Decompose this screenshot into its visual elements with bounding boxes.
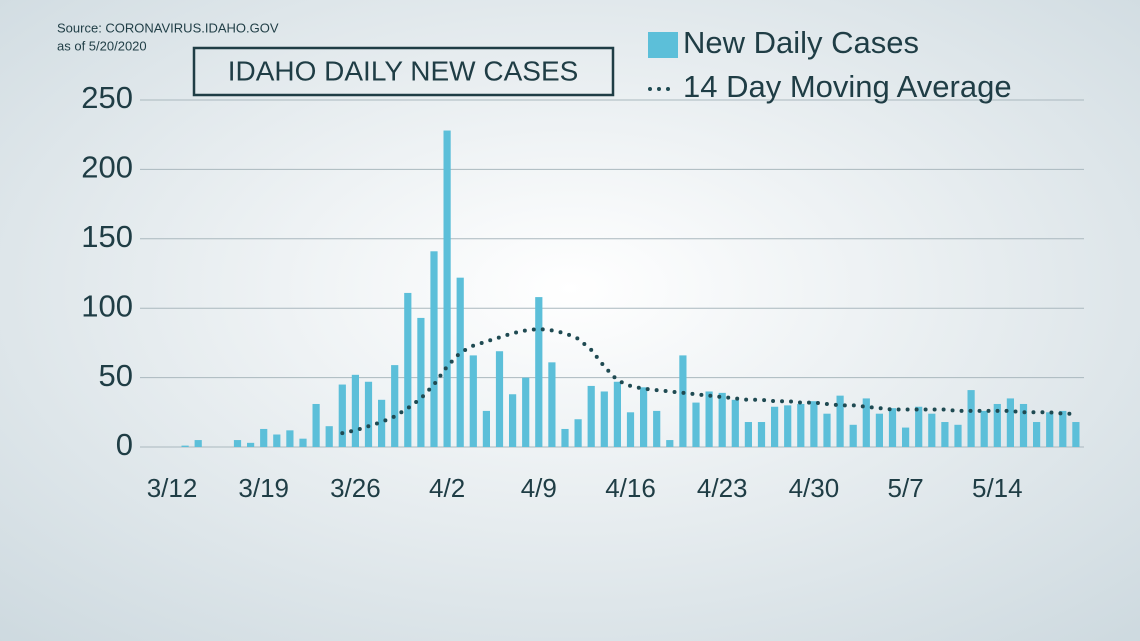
bar [771,406,779,447]
bar [679,355,687,447]
y-tick-label: 200 [81,150,133,185]
bar [325,426,333,447]
bar [875,413,883,447]
bar [640,387,648,447]
bar [1033,422,1041,447]
bar [1006,398,1014,447]
bar [404,292,412,447]
bar [980,410,988,447]
bar [993,403,1001,447]
bar [509,394,517,447]
bar [378,399,386,447]
bar [587,385,595,447]
bar [469,355,477,447]
chart-title: IDAHO DAILY NEW CASES [228,55,579,86]
bar [626,412,635,447]
y-tick-label: 0 [116,427,133,462]
bar [561,428,569,447]
x-tick-label: 3/26 [330,473,381,503]
x-tick-label: 3/12 [147,473,198,503]
bar [430,251,438,447]
bar [784,405,792,447]
bar [692,402,700,447]
x-tick-label: 4/23 [697,473,748,503]
x-tick-label: 5/7 [888,473,924,503]
bar [744,422,752,447]
bar [718,392,726,447]
bar [731,399,739,447]
bar [797,403,805,447]
bar [902,427,910,447]
bar [836,395,844,447]
bar [613,381,621,447]
bar [260,428,268,447]
bar [967,390,975,447]
bar [338,384,346,447]
bar [666,440,674,447]
y-tick-label: 50 [99,358,133,393]
x-tick-label: 4/16 [605,473,656,503]
bar [364,381,373,447]
bar [273,434,281,447]
bar [181,445,189,447]
bar [915,406,923,447]
bar [888,408,897,447]
y-tick-label: 100 [81,288,133,323]
bar [312,403,320,447]
bar [299,438,307,447]
bar [1072,422,1080,447]
legend-swatch [648,32,678,58]
bar [1046,412,1054,447]
y-tick-label: 150 [81,219,133,254]
bar [941,422,949,447]
bar [954,424,962,447]
bar [522,377,530,447]
y-tick-label: 250 [81,80,133,115]
x-tick-label: 4/30 [789,473,840,503]
bar [351,374,359,447]
bar [417,317,425,447]
bar [810,401,818,447]
bar [705,391,713,447]
bar [391,365,399,447]
bar [535,297,543,447]
bar [823,413,831,447]
bar [286,430,294,447]
bar [194,440,202,447]
bar [247,442,255,447]
bar [495,351,504,447]
x-tick-label: 5/14 [972,473,1023,503]
bar [757,422,766,447]
bar [482,410,490,447]
title-box [192,46,615,97]
bar [443,130,451,447]
bar [233,440,242,447]
bar [600,391,608,447]
x-tick-label: 4/2 [429,473,465,503]
legend-label: New Daily Cases [683,25,919,60]
source: Source: CORONAVIRUS.IDAHO.GOV [57,20,279,35]
x-tick-label: 3/19 [238,473,289,503]
bar [456,277,464,447]
moving-average-line [340,327,1078,436]
bar [548,362,556,447]
bar [1019,403,1028,447]
bar [928,413,936,447]
bar [849,424,857,447]
legend-label: 14 Day Moving Average [683,69,1012,104]
x-tick-label: 4/9 [521,473,557,503]
as-of: as of 5/20/2020 [57,38,147,53]
bar [574,419,582,447]
bar [653,410,661,447]
bar [862,398,870,447]
bar [1059,410,1067,447]
